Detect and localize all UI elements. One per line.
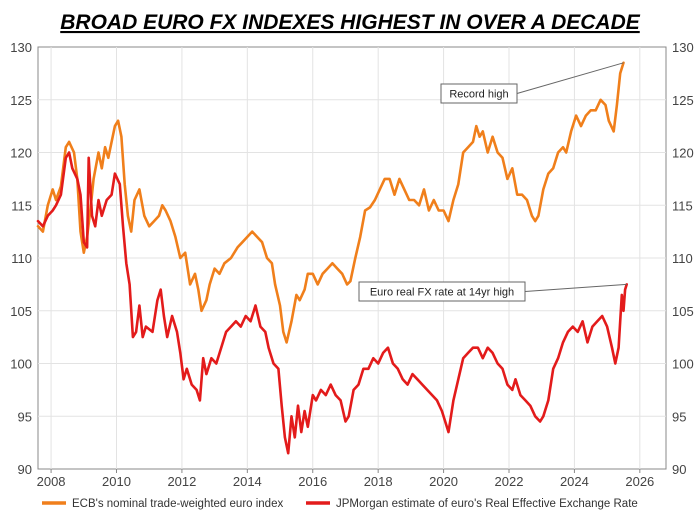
x-tick-label: 2024 xyxy=(560,474,589,489)
legend-nominal-label: ECB's nominal trade-weighted euro index xyxy=(72,498,283,510)
y-tick-label-right: 100 xyxy=(672,357,694,372)
x-tick-label: 2020 xyxy=(429,474,458,489)
x-tick-label: 2014 xyxy=(233,474,262,489)
y-tick-label-left: 90 xyxy=(18,462,32,477)
real-fx-annotation-leader xyxy=(524,283,627,292)
series-lines xyxy=(36,61,628,455)
legend: ECB's nominal trade-weighted euro index J… xyxy=(42,498,638,510)
y-tick-label-right: 115 xyxy=(672,198,693,213)
x-tick-label: 2018 xyxy=(364,474,393,489)
y-tick-label-right: 95 xyxy=(672,409,686,424)
x-tick-label: 2008 xyxy=(37,474,66,489)
y-tick-label-left: 95 xyxy=(18,409,32,424)
y-tick-label-left: 115 xyxy=(11,198,32,213)
real-fx-annotation-label: Euro real FX rate at 14yr high xyxy=(370,287,514,299)
y-axis-right: 90 95 100 105 110 115 120 125 130 xyxy=(672,40,694,477)
x-tick-label: 2010 xyxy=(102,474,131,489)
y-tick-label-right: 130 xyxy=(672,40,694,55)
y-tick-label-right: 90 xyxy=(672,462,686,477)
record-high-annotation-leader xyxy=(516,62,624,94)
y-axis-left: 90 95 100 105 110 115 120 125 130 xyxy=(10,40,32,477)
y-tick-label-left: 110 xyxy=(11,251,32,266)
y-tick-label-left: 120 xyxy=(10,146,32,161)
y-tick-label-right: 120 xyxy=(672,146,694,161)
x-tick-label: 2012 xyxy=(167,474,196,489)
y-tick-label-left: 105 xyxy=(10,304,32,319)
x-tick-label: 2026 xyxy=(625,474,654,489)
chart-title: BROAD EURO FX INDEXES HIGHEST IN OVER A … xyxy=(60,11,641,34)
real-rate-line xyxy=(36,151,628,455)
x-axis: 2008 2010 2012 2014 2016 2018 2020 2022 2024 2026 xyxy=(37,469,654,489)
x-tick-label: 2022 xyxy=(495,474,524,489)
real-fx-annotation-box xyxy=(358,281,526,302)
y-tick-label-left: 130 xyxy=(10,40,32,55)
legend-real-label: JPMorgan estimate of euro's Real Effecti… xyxy=(336,498,638,510)
nominal-index-line xyxy=(36,61,625,344)
y-tick-label-left: 100 xyxy=(10,357,32,372)
y-tick-label-right: 110 xyxy=(672,251,693,266)
y-tick-label-left: 125 xyxy=(10,93,32,108)
record-high-annotation-label: Record high xyxy=(449,89,508,101)
x-tick-label: 2016 xyxy=(298,474,327,489)
y-tick-label-right: 105 xyxy=(672,304,694,319)
annotations: Record high Euro real FX rate at 14yr hig… xyxy=(358,62,627,302)
y-tick-label-right: 125 xyxy=(672,93,694,108)
record-high-annotation-box xyxy=(440,83,518,104)
